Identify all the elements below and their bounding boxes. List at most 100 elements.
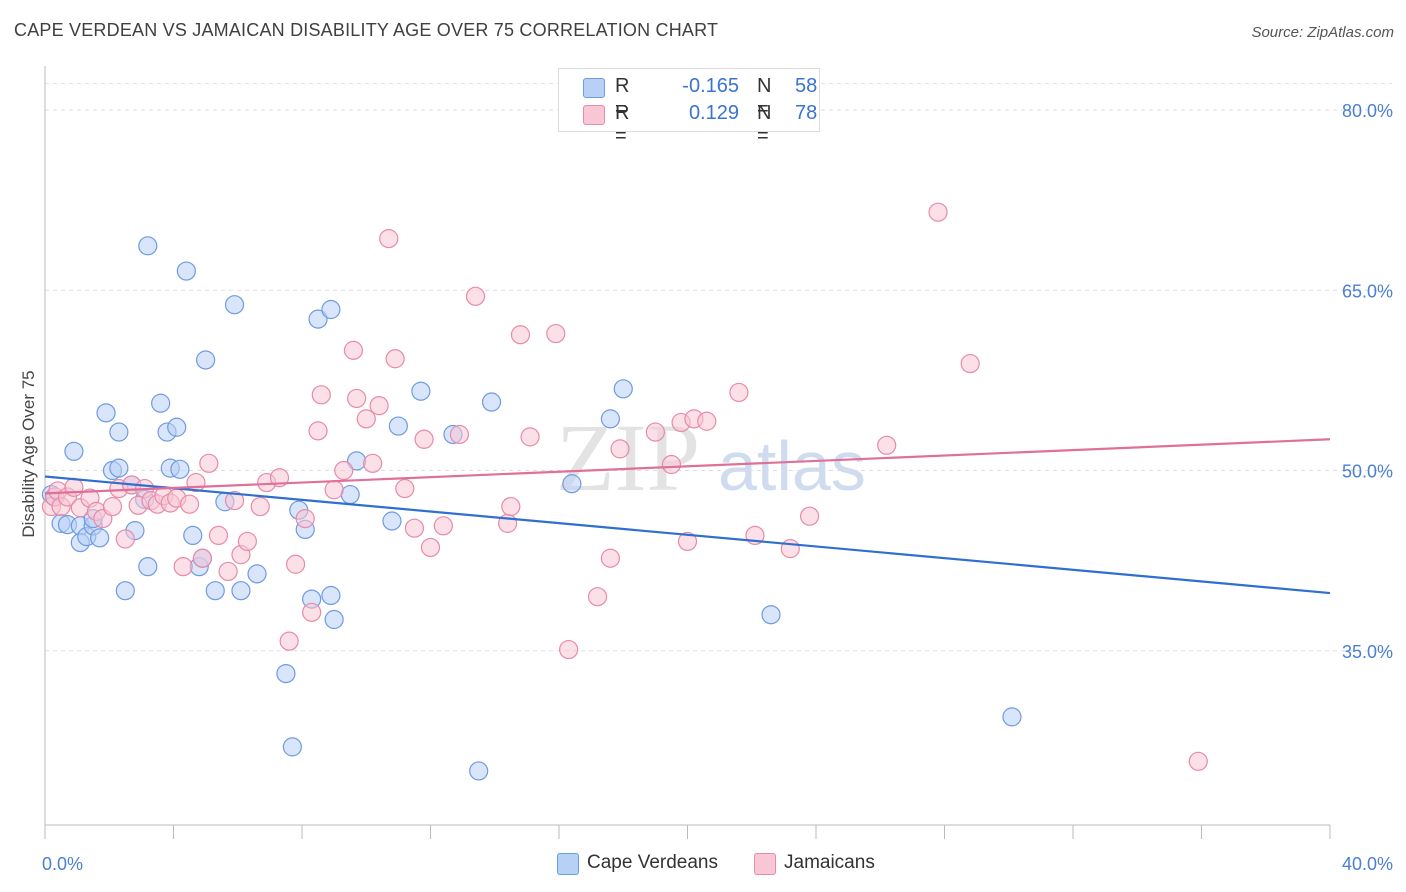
cape-verdean-point [282,737,302,757]
cape-verdean-point [411,381,431,401]
cape-verdeans-trend-line [44,475,1331,595]
cape-verdean-point [196,350,216,370]
jamaican-point [420,537,441,558]
jamaican-point [218,561,238,582]
jamaican-point [102,496,123,517]
jamaican-point [224,490,245,511]
y-tick-label: 80.0% [1342,101,1393,121]
jamaican-point [520,427,540,447]
jamaican-point [311,385,331,405]
jamaican-point [192,548,213,568]
cape-verdean-point [90,528,110,548]
cape-verdean-point [170,459,190,479]
jamaicans-swatch [754,853,776,875]
jamaican-point [414,429,434,449]
y-tick-label: 50.0% [1342,462,1393,482]
n-value: 58 [795,75,818,97]
gridlines [45,83,1392,652]
jamaican-point [237,531,257,552]
jamaican-point [877,435,897,455]
n-value: 78 [795,102,818,124]
cape-verdean-point [115,581,135,601]
jamaican-point [324,480,344,500]
x-tick-label: 0.0% [42,854,83,874]
cape-verdean-point [469,761,489,781]
jamaican-point [285,554,306,574]
jamaican-point [780,539,800,559]
jamaican-point [928,202,948,222]
cape-verdean-point [224,295,245,315]
cape-verdean-point [276,663,296,684]
jamaican-point [433,516,453,536]
cape-verdean-point [324,609,344,630]
cape-verdean-point [308,309,328,329]
cape-verdeans-swatch [583,78,605,98]
jamaican-point [559,639,579,660]
jamaican-point [208,525,229,546]
cape-verdean-point [382,511,402,531]
jamaican-point [404,518,425,538]
jamaican-point [369,396,389,416]
jamaican-point [334,460,354,481]
r-label: R = [615,102,630,147]
jamaican-point [347,388,367,409]
jamaican-point [302,602,322,622]
cape-verdean-point [1002,707,1022,727]
axes [44,66,1331,839]
jamaican-point [546,323,566,344]
jamaican-point [173,557,193,577]
jamaican-point [395,478,415,499]
cape-verdean-point [138,557,158,577]
jamaican-point [465,286,486,306]
cape-verdean-point [340,484,360,505]
jamaican-point [295,508,315,529]
jamaican-point [343,340,363,360]
x-tick-label: 40.0% [1342,854,1393,874]
stats-legend: R = -0.165 N = 58 R = 0.129 N = 78 [558,68,820,147]
cape-verdean-point [109,458,129,478]
legend-label: Jamaicans [784,852,875,873]
cape-verdean-point [600,409,621,429]
jamaicans-points [41,202,1208,771]
jamaican-point [960,353,980,374]
jamaican-point [645,422,665,442]
jamaicans-swatch [583,105,605,125]
cape-verdean-point [109,422,129,442]
y-tick-label: 65.0% [1342,281,1393,301]
jamaican-point [661,454,682,475]
cape-verdean-point [761,605,781,625]
jamaican-point [64,477,84,497]
jamaican-point [308,421,328,441]
cape-verdean-point [96,403,116,423]
jamaican-point [379,229,399,249]
r-value: -0.165 [682,75,739,97]
cape-verdean-point [562,474,582,494]
cape-verdean-point [481,392,502,412]
jamaican-point [279,631,299,651]
jamaican-point [356,409,376,429]
cape-verdean-point [138,236,158,256]
r-value: 0.129 [688,102,739,124]
source-label: Source: ZipAtlas.com [1251,24,1394,41]
cape-verdean-point [183,525,203,546]
jamaican-point [199,453,219,473]
jamaican-point [729,382,749,403]
r-label: R = [615,75,630,120]
cape-verdeans-swatch [557,853,579,875]
n-label: N = [757,75,772,120]
cape-verdean-point [167,417,187,437]
cape-verdean-point [247,564,267,584]
cape-verdean-point [613,379,633,399]
jamaican-point [250,496,270,517]
cape-verdean-point [176,261,196,281]
jamaican-point [610,439,630,459]
trend-lines [44,438,1331,595]
axis-labels: 35.0% 50.0% 65.0% 80.0% 0.0% 40.0% Disability … [19,101,1393,874]
jamaican-point [697,411,717,431]
cape-verdean-point [321,585,341,606]
jamaican-point [501,496,521,517]
legend-label: Cape Verdeans [587,852,718,873]
jamaican-point [600,548,621,568]
cape-verdean-point [151,393,171,413]
